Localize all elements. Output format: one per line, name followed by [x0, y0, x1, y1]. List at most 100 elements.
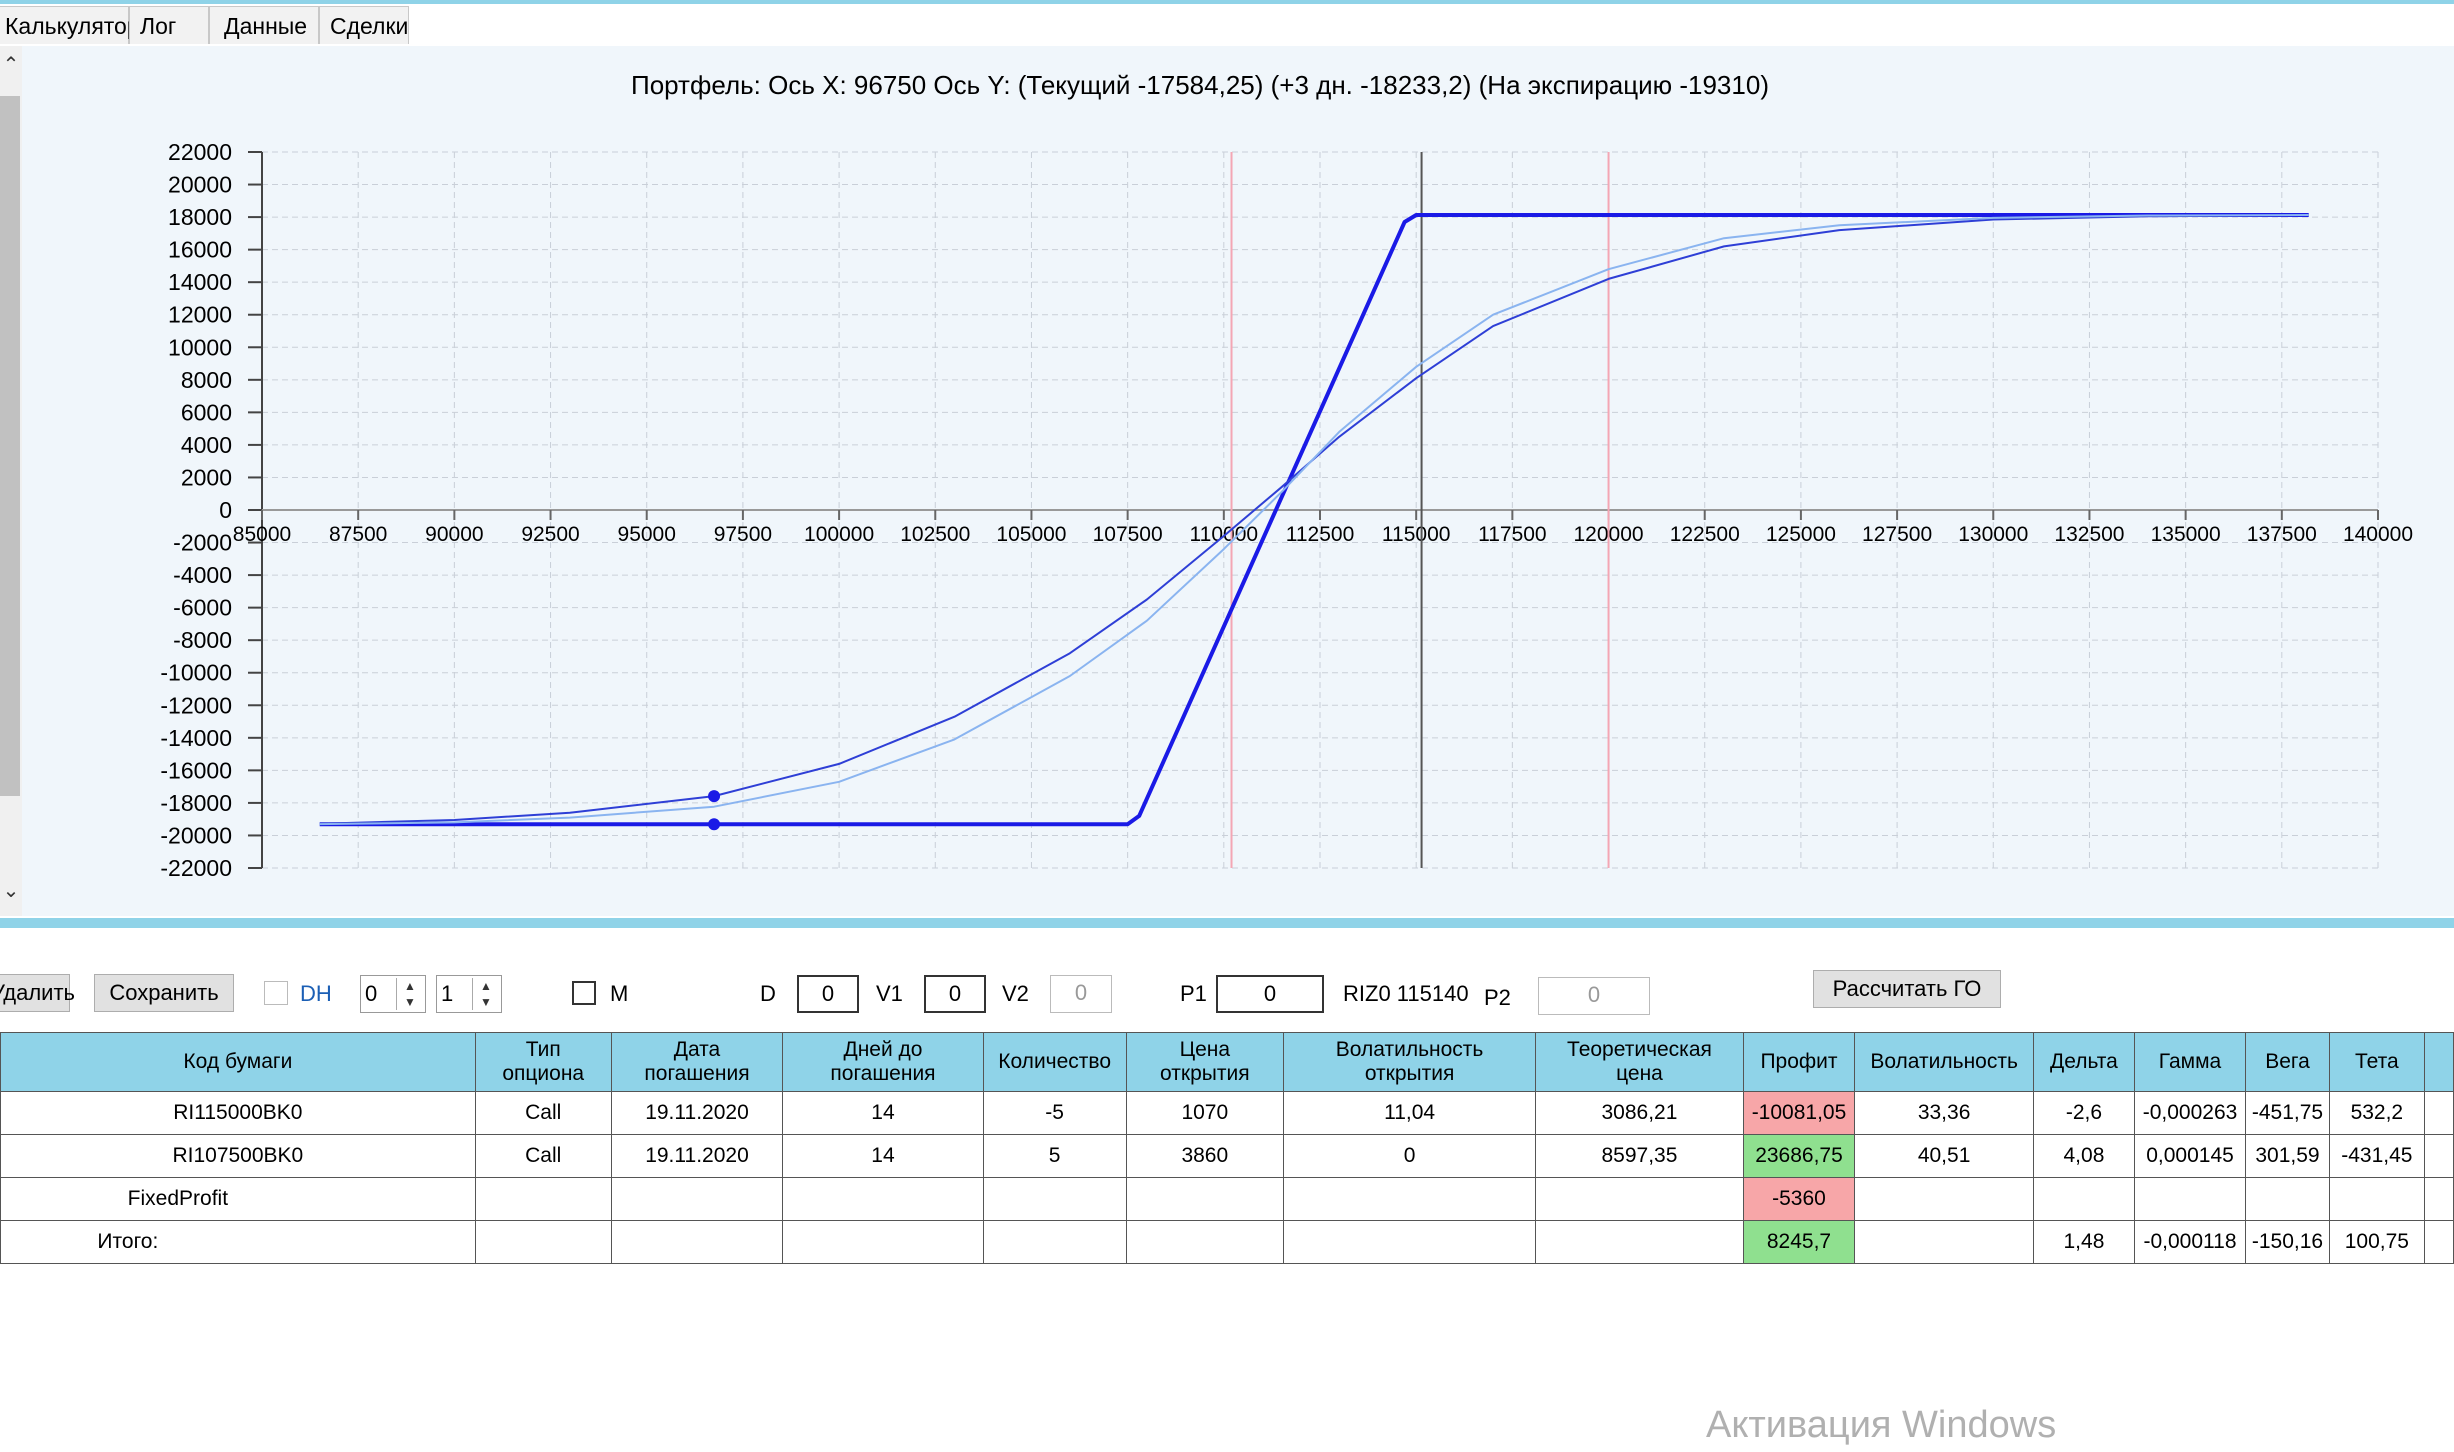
table-cell[interactable]	[2423, 1134, 2454, 1178]
col-header-delta[interactable]: Дельта	[2033, 1032, 2135, 1092]
scroll-up-icon[interactable]: ⌃	[2, 54, 20, 76]
table-cell[interactable]	[1125, 1177, 1285, 1221]
table-cell[interactable]	[2328, 1177, 2425, 1221]
calculate-margin-button[interactable]: Рассчитать ГО	[1813, 970, 2001, 1008]
table-cell[interactable]: 532,2	[2328, 1091, 2425, 1135]
table-row[interactable]: FixedProfit -5360	[0, 1177, 2454, 1221]
m-checkbox[interactable]	[572, 981, 596, 1005]
col-header-days[interactable]: Дней до погашения	[782, 1032, 984, 1092]
table-cell[interactable]: -2,6	[2033, 1091, 2135, 1135]
col-header-theo-price[interactable]: Теоретическая цена	[1535, 1032, 1744, 1092]
col-header-open-vol[interactable]: Волатильность открытия	[1283, 1032, 1537, 1092]
save-button[interactable]: Сохранить	[94, 974, 234, 1012]
table-cell[interactable]	[1854, 1220, 2035, 1264]
table-cell[interactable]	[2033, 1177, 2135, 1221]
table-cell[interactable]: -0,000263	[2133, 1091, 2247, 1135]
x-tick-label: 90000	[425, 523, 483, 546]
table-cell[interactable]: 3860	[1125, 1134, 1285, 1178]
table-cell[interactable]: 19.11.2020	[610, 1134, 784, 1178]
d-input[interactable]: 0	[797, 975, 859, 1013]
table-cell[interactable]	[1283, 1220, 1537, 1264]
table-cell[interactable]: -0,000118	[2133, 1220, 2247, 1264]
table-cell[interactable]	[782, 1220, 984, 1264]
table-cell[interactable]	[2133, 1177, 2247, 1221]
table-cell[interactable]: 33,36	[1854, 1091, 2035, 1135]
p1-input[interactable]: 0	[1216, 975, 1324, 1013]
col-header-code[interactable]: Код бумаги	[0, 1032, 476, 1092]
table-cell[interactable]	[1535, 1177, 1744, 1221]
table-cell[interactable]	[474, 1220, 612, 1264]
col-header-vega[interactable]: Вега	[2245, 1032, 2330, 1092]
table-cell[interactable]: FixedProfit	[0, 1177, 476, 1221]
delete-button[interactable]: Удалить	[0, 974, 75, 1012]
table-cell[interactable]	[982, 1220, 1127, 1264]
tab-deals[interactable]: Сделки	[319, 6, 409, 44]
table-cell[interactable]: -150,16	[2245, 1220, 2330, 1264]
table-cell[interactable]	[1535, 1220, 1744, 1264]
table-cell[interactable]: Call	[474, 1134, 612, 1178]
col-header-type[interactable]: Тип опциона	[474, 1032, 612, 1092]
scrollbar-thumb[interactable]	[0, 96, 20, 796]
table-cell[interactable]: RI107500BK0	[0, 1134, 476, 1178]
table-cell[interactable]: 40,51	[1854, 1134, 2035, 1178]
table-row[interactable]: RI115000BK0 Call 19.11.2020 14 -5 1070 11,04 30…	[0, 1091, 2454, 1135]
table-cell[interactable]: 0	[1283, 1134, 1537, 1178]
col-header-profit[interactable]: Профит	[1742, 1032, 1856, 1092]
table-cell[interactable]: 100,75	[2328, 1220, 2425, 1264]
tab-log[interactable]: Лог	[129, 6, 209, 44]
col-header-theta[interactable]: Тета	[2328, 1032, 2425, 1092]
col-header-open-price[interactable]: Цена открытия	[1125, 1032, 1285, 1092]
profit-cell[interactable]: 23686,75	[1742, 1134, 1856, 1178]
dh-checkbox[interactable]	[264, 981, 288, 1005]
table-cell[interactable]	[2423, 1220, 2454, 1264]
table-cell[interactable]: 4,08	[2033, 1134, 2135, 1178]
table-cell[interactable]: 11,04	[1283, 1091, 1537, 1135]
profit-cell[interactable]: -10081,05	[1742, 1091, 1856, 1135]
table-cell[interactable]	[2423, 1091, 2454, 1135]
table-cell[interactable]: 8597,35	[1535, 1134, 1744, 1178]
table-cell[interactable]: 0,000145	[2133, 1134, 2247, 1178]
col-header-gamma[interactable]: Гамма	[2133, 1032, 2247, 1092]
table-cell[interactable]: 19.11.2020	[610, 1091, 784, 1135]
table-cell[interactable]: 1,48	[2033, 1220, 2135, 1264]
profit-cell[interactable]: -5360	[1742, 1177, 1856, 1221]
table-cell[interactable]: 14	[782, 1134, 984, 1178]
tab-data[interactable]: Данные	[209, 6, 319, 44]
panel-splitter[interactable]	[0, 918, 2454, 928]
spin-input-2[interactable]: 1 ▲ ▼	[436, 975, 502, 1013]
col-header-qty[interactable]: Количество	[982, 1032, 1127, 1092]
spin-2-arrows-icon[interactable]: ▲ ▼	[472, 978, 499, 1010]
table-cell[interactable]	[2245, 1177, 2330, 1221]
table-cell[interactable]: 5	[982, 1134, 1127, 1178]
table-row[interactable]: Итого: 8245,7 1,48 -0,000118 -150,16 100,75	[0, 1220, 2454, 1264]
table-cell[interactable]	[2423, 1177, 2454, 1221]
table-cell[interactable]: -431,45	[2328, 1134, 2425, 1178]
vertical-scrollbar[interactable]: ⌃ ⌄	[0, 46, 22, 916]
table-cell[interactable]: Call	[474, 1091, 612, 1135]
scroll-down-icon[interactable]: ⌄	[2, 880, 20, 902]
spin-1-arrows-icon[interactable]: ▲ ▼	[396, 978, 423, 1010]
col-header-date[interactable]: Дата погашения	[610, 1032, 784, 1092]
v1-input[interactable]: 0	[924, 975, 986, 1013]
table-cell[interactable]: Итого:	[0, 1220, 476, 1264]
table-cell[interactable]	[1125, 1220, 1285, 1264]
table-cell[interactable]: -451,75	[2245, 1091, 2330, 1135]
spin-input-1[interactable]: 0 ▲ ▼	[360, 975, 426, 1013]
table-cell[interactable]: RI115000BK0	[0, 1091, 476, 1135]
table-row[interactable]: RI107500BK0 Call 19.11.2020 14 5 3860 0 8597,35…	[0, 1134, 2454, 1178]
table-cell[interactable]	[1283, 1177, 1537, 1221]
table-cell[interactable]	[474, 1177, 612, 1221]
table-cell[interactable]: 14	[782, 1091, 984, 1135]
table-cell[interactable]: 3086,21	[1535, 1091, 1744, 1135]
table-cell[interactable]	[1854, 1177, 2035, 1221]
table-cell[interactable]	[610, 1220, 784, 1264]
profit-cell[interactable]: 8245,7	[1742, 1220, 1856, 1264]
table-cell[interactable]: -5	[982, 1091, 1127, 1135]
tab-calculator[interactable]: Калькулятор	[0, 6, 140, 44]
table-cell[interactable]	[982, 1177, 1127, 1221]
table-cell[interactable]	[782, 1177, 984, 1221]
table-cell[interactable]: 301,59	[2245, 1134, 2330, 1178]
table-cell[interactable]: 1070	[1125, 1091, 1285, 1135]
table-cell[interactable]	[610, 1177, 784, 1221]
col-header-vol[interactable]: Волатильность	[1854, 1032, 2035, 1092]
